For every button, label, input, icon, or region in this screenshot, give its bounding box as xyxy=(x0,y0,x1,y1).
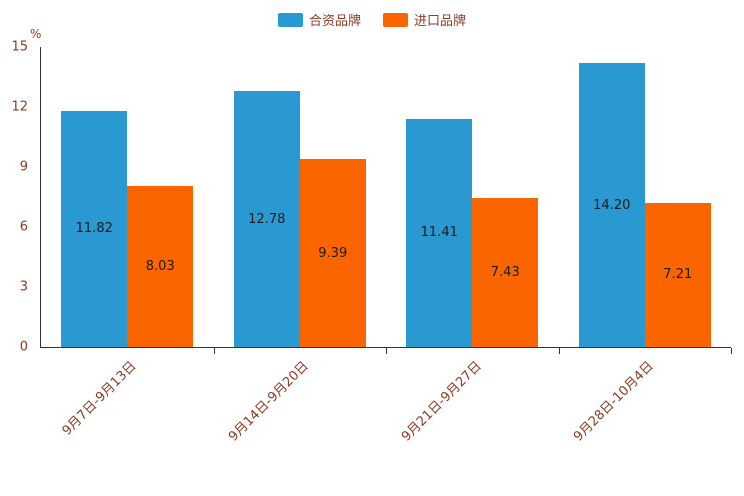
legend-label: 进口品牌 xyxy=(414,14,467,29)
bar: 7.43 xyxy=(472,198,539,347)
bar: 11.41 xyxy=(406,118,473,347)
bar-value-label: 7.21 xyxy=(663,267,693,283)
legend-item-1[interactable]: 进口品牌 xyxy=(383,10,466,29)
legend: 合资品牌 进口品牌 xyxy=(0,10,744,29)
bar-group: 12.78 9.39 xyxy=(214,47,387,354)
legend-swatch-icon xyxy=(383,12,408,27)
bar-value-label: 8.03 xyxy=(145,259,175,275)
bar: 14.20 xyxy=(578,63,645,347)
bar-value-label: 14.20 xyxy=(593,197,631,213)
legend-item-0[interactable]: 合资品牌 xyxy=(277,10,361,29)
bar-value-label: 9.39 xyxy=(318,245,348,261)
bar: 7.21 xyxy=(644,202,711,347)
bar: 11.82 xyxy=(61,110,128,347)
y-axis: 0 3 6 9 12 15 xyxy=(0,40,34,355)
legend-label: 合资品牌 xyxy=(308,14,361,29)
plot-area: 11.82 8.03 12.78 9.39 11.41 7.43 14.20 7.21 xyxy=(40,47,732,354)
bar: 8.03 xyxy=(127,186,194,347)
legend-swatch-icon xyxy=(277,12,303,27)
y-tick-label: 9 xyxy=(19,159,28,175)
x-axis-label: 9月14日-9月20日 xyxy=(226,358,313,445)
y-tick-label: 15 xyxy=(11,39,28,55)
bar-value-label: 12.78 xyxy=(248,211,286,227)
y-tick-label: 6 xyxy=(19,219,28,235)
bar-group: 11.82 8.03 xyxy=(41,47,214,354)
y-axis-unit-label: % xyxy=(30,27,42,41)
y-tick-label: 3 xyxy=(19,279,28,295)
bar-group: 11.41 7.43 xyxy=(386,47,559,354)
bar-group: 14.20 7.21 xyxy=(559,47,732,354)
y-tick-label: 12 xyxy=(11,99,28,115)
x-axis-label: 9月7日-9月13日 xyxy=(59,358,140,439)
bar-value-label: 11.82 xyxy=(75,221,113,237)
x-axis-label: 9月21日-9月27日 xyxy=(398,358,485,445)
x-axis-labels: 9月7日-9月13日 9月14日-9月20日 9月21日-9月27日 9月28日-10… xyxy=(40,356,730,486)
bar: 12.78 xyxy=(233,91,300,347)
y-tick-label: 0 xyxy=(19,339,28,355)
bar-value-label: 7.43 xyxy=(490,265,520,281)
bar: 9.39 xyxy=(299,159,366,347)
x-axis-label: 9月28日-10月4日 xyxy=(571,358,658,445)
bar-value-label: 11.41 xyxy=(420,225,458,241)
